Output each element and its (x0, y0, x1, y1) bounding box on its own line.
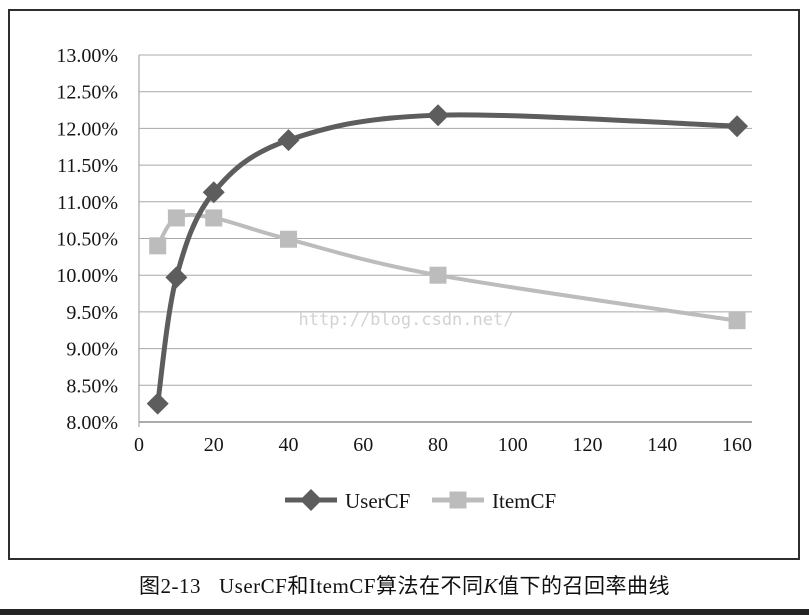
x-axis-tick-label: 60 (353, 434, 373, 456)
x-axis-tick-label: 160 (722, 434, 752, 456)
y-axis-tick-label: 12.00% (56, 118, 118, 140)
data-point-marker-itemcf (149, 237, 167, 255)
data-point-marker-itemcf (205, 209, 223, 227)
y-axis-tick-label: 10.00% (56, 265, 118, 287)
x-axis-tick-label: 100 (498, 434, 528, 456)
x-axis-tick-label: 40 (279, 434, 299, 456)
y-axis-tick-label: 8.00% (66, 412, 118, 434)
data-point-marker-usercf (726, 115, 749, 138)
data-point-marker-usercf (277, 129, 300, 152)
data-point-marker-usercf (427, 104, 450, 127)
caption-text-before-k: UserCF和ItemCF算法在不同 (218, 574, 484, 598)
y-axis-tick-label: 9.00% (66, 339, 118, 361)
data-point-marker-itemcf (728, 312, 746, 330)
legend-marker-itemcf (449, 491, 467, 509)
x-axis-tick-label: 140 (647, 434, 677, 456)
legend-label-usercf: UserCF (345, 489, 410, 513)
series-line-itemcf (155, 212, 740, 323)
y-axis-tick-label: 8.50% (66, 375, 118, 397)
data-point-marker-usercf (165, 266, 188, 289)
data-point-marker-usercf (146, 392, 169, 415)
data-point-marker-itemcf (167, 209, 185, 227)
y-axis-tick-label: 11.50% (57, 155, 118, 177)
chart-frame (8, 9, 800, 560)
y-axis-tick-label: 10.50% (56, 229, 118, 251)
legend-label-itemcf: ItemCF (492, 489, 556, 513)
caption-k-variable: K (483, 574, 499, 598)
y-axis-tick-label: 12.50% (56, 82, 118, 104)
watermark-text: http://blog.csdn.net/ (299, 310, 514, 330)
data-point-marker-usercf (202, 181, 225, 204)
x-axis-tick-label: 80 (428, 434, 448, 456)
legend-marker-usercf (300, 489, 322, 511)
data-point-marker-itemcf (429, 266, 447, 284)
figure-number: 图2-13 (138, 574, 201, 598)
x-axis-tick-label: 0 (134, 434, 144, 456)
bottom-divider (0, 609, 809, 615)
y-axis-tick-label: 9.50% (66, 302, 118, 324)
caption-text-after-k: 值下的召回率曲线 (498, 574, 671, 598)
x-axis-tick-label: 120 (573, 434, 603, 456)
data-point-marker-itemcf (280, 230, 298, 248)
series-line-usercf (155, 112, 740, 407)
y-axis-tick-label: 13.00% (56, 45, 118, 67)
y-axis-tick-label: 11.00% (57, 192, 118, 214)
x-axis-tick-label: 20 (204, 434, 224, 456)
figure-caption: 图2-13 UserCF和ItemCF算法在不同K值下的召回率曲线 (0, 570, 809, 600)
